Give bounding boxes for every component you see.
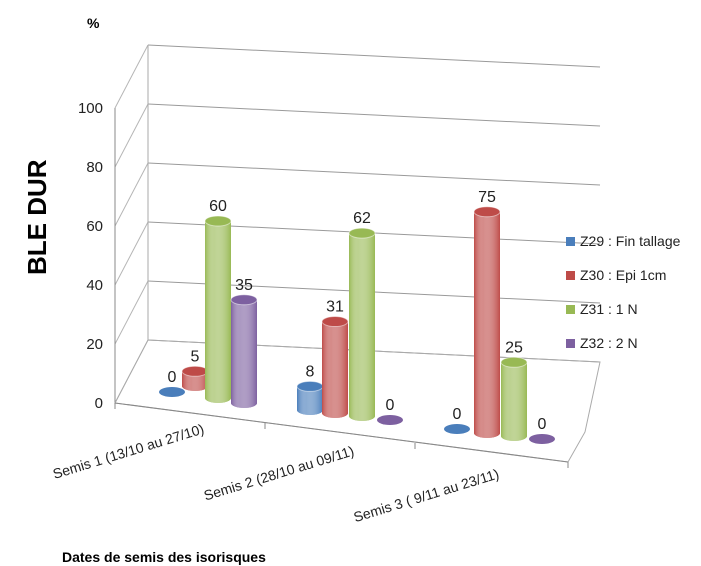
bar-shine [349,233,375,421]
bar [500,356,528,441]
bar-top [296,380,324,392]
legend-item: Z32 : 2 N [566,335,638,351]
bar [321,316,349,418]
legend: Z29 : Fin tallage Z30 : Epi 1cm Z31 : 1 N Z… [566,233,681,351]
data-label: 0 [538,416,547,433]
y-axis-title: BLE DUR [22,159,52,275]
y-tick-label: 20 [86,336,103,353]
data-label: 0 [453,406,462,423]
data-label: 75 [478,189,496,206]
y-tick-label: 100 [78,100,103,117]
gridline [147,44,601,68]
data-label: 25 [505,339,523,356]
bar [296,380,324,415]
bar [529,434,555,444]
legend-label: Z29 : Fin tallage [580,233,681,249]
y-tick-label: 40 [86,277,103,294]
bar-top [500,356,528,368]
data-label: 60 [209,198,227,215]
data-label: 8 [306,363,315,380]
bar [181,365,209,391]
bar [204,215,232,403]
bar [473,206,501,438]
bar-zero [529,434,555,444]
data-label: 31 [326,299,344,316]
legend-label: Z30 : Epi 1cm [580,267,666,283]
x-tick-label: Semis 3 ( 9/11 au 23/11) [352,466,501,526]
grid-diagonal [114,221,149,286]
bar-shine [501,362,527,441]
bar-top [204,215,232,227]
data-label: 0 [386,397,395,414]
gridline [147,162,601,186]
legend-swatch [566,305,575,314]
legend-swatch [566,271,575,280]
bars-group [159,206,555,444]
data-label: 62 [353,210,371,227]
bar-top [230,294,258,306]
legend-swatch [566,237,575,246]
gridline [147,103,601,127]
bar [377,415,403,425]
bar [348,227,376,421]
data-label: 35 [235,277,253,294]
bar-shine [297,386,323,415]
bar-shine [322,321,348,418]
data-label: 5 [191,348,200,365]
bar [444,424,470,434]
bar-top [473,206,501,218]
y-tick-label: 80 [86,159,103,176]
y-tick-label: 0 [95,395,103,412]
bar-shine [474,211,500,438]
bar-zero [159,387,185,397]
y-axis-unit: % [87,15,100,31]
y-tick-label: 60 [86,218,103,235]
bar-top [321,316,349,328]
bar-zero [444,424,470,434]
legend-label: Z32 : 2 N [580,335,638,351]
bar-shine [231,299,257,408]
x-tick-label: Semis 1 (13/10 au 27/10) [51,421,206,482]
grid-diagonal [114,103,149,168]
grid-diagonal [114,44,149,109]
legend-item: Z29 : Fin tallage [566,233,681,249]
legend-label: Z31 : 1 N [580,301,638,317]
bar-top [348,227,376,239]
legend-item: Z31 : 1 N [566,301,638,317]
bar [159,387,185,397]
bar-zero [377,415,403,425]
grid-diagonal [114,162,149,227]
legend-item: Z30 : Epi 1cm [566,267,666,283]
bar-top [181,365,209,377]
legend-swatch [566,339,575,348]
bar-shine [182,371,208,391]
bar-shine [205,221,231,403]
x-axis-line [114,402,569,463]
bar [230,294,258,408]
grid-diagonal [114,280,149,345]
x-axis-title: Dates de semis des isorisques [62,549,266,565]
x-tick-label: Semis 2 (28/10 au 09/11) [202,443,356,504]
data-label: 0 [168,369,177,386]
